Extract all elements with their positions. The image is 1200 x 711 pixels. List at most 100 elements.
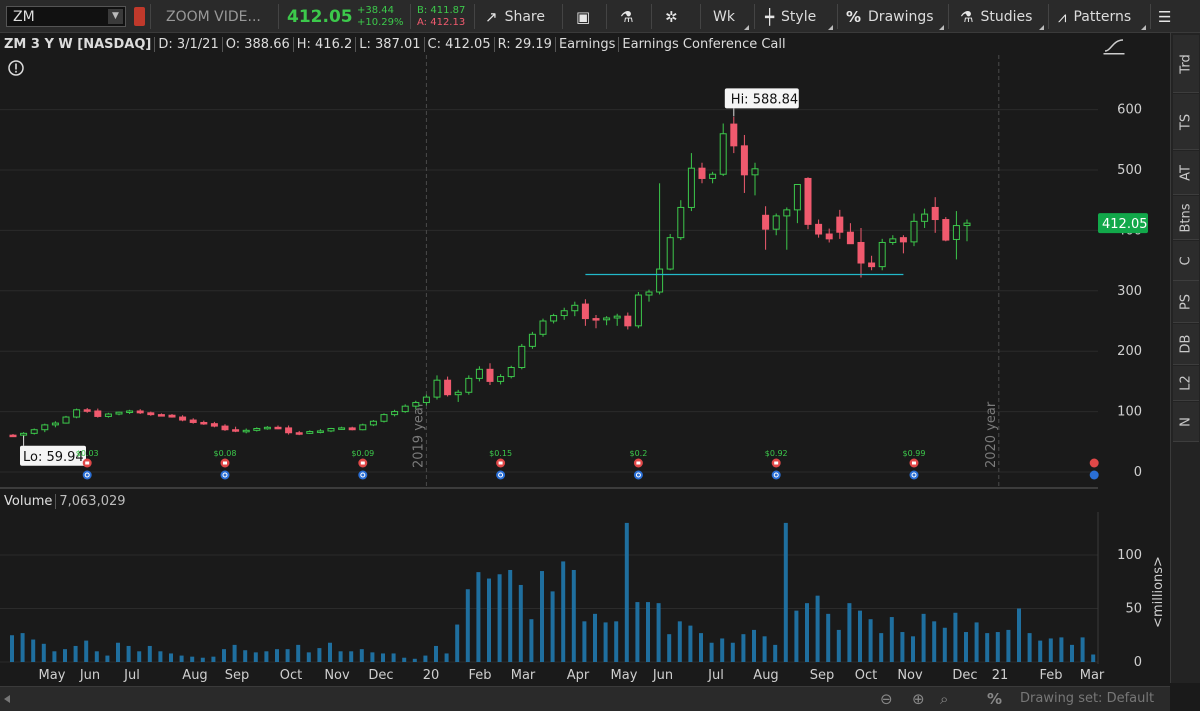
- dividend-icon[interactable]: [496, 470, 506, 480]
- chart-mode-icon[interactable]: [1103, 37, 1125, 57]
- earnings-icon[interactable]: [633, 458, 643, 468]
- candle: [51, 421, 59, 428]
- y-tick-label: 500: [1117, 163, 1142, 178]
- drawing-set-label[interactable]: Drawing set: Default: [1020, 691, 1155, 706]
- volume-bar: [518, 584, 523, 662]
- earnings-icon[interactable]: [220, 458, 230, 468]
- percent-icon[interactable]: %: [987, 690, 1003, 708]
- flask-button[interactable]: ⚗: [620, 0, 640, 33]
- volume-bar: [540, 571, 544, 662]
- side-tab-c[interactable]: C: [1173, 241, 1199, 281]
- alert-icon[interactable]: [8, 60, 24, 76]
- candle: [412, 400, 420, 410]
- pan-icon[interactable]: ⊕: [912, 690, 925, 708]
- earnings-icon[interactable]: [771, 458, 781, 468]
- net-change: +38.44: [357, 4, 395, 16]
- candle: [200, 420, 208, 425]
- volume-bar: [858, 610, 862, 662]
- patterns-button[interactable]: ⩘ Patterns: [1058, 0, 1148, 33]
- settings-button[interactable]: ✲: [665, 0, 685, 33]
- volume-bar: [847, 603, 852, 662]
- candle: [232, 426, 240, 433]
- volume-chart[interactable]: 0 50 100 <millions> May Jun Jul Aug Sep Oct Nov De…: [0, 512, 1170, 684]
- side-tab-trd[interactable]: Trd: [1173, 35, 1199, 93]
- earnings-icon[interactable]: [358, 458, 368, 468]
- dividend-icon[interactable]: [82, 470, 92, 480]
- x-tick-label: Mar: [511, 668, 536, 683]
- volume-label[interactable]: Volume: [4, 493, 57, 509]
- flag-icon[interactable]: [134, 7, 145, 26]
- volume-bar: [455, 624, 460, 662]
- share-button[interactable]: ↗ Share: [485, 0, 545, 33]
- range-value: R: 29.19: [495, 36, 556, 52]
- y-tick-label: 0: [1134, 655, 1142, 670]
- candle: [136, 409, 144, 415]
- volume-bar: [805, 603, 809, 662]
- earnings-label[interactable]: Earnings: [556, 36, 620, 52]
- volume-bar: [1017, 608, 1021, 662]
- volume-bar: [423, 655, 428, 662]
- period-button[interactable]: Wk: [713, 0, 751, 33]
- menu-icon: ☰: [1158, 7, 1172, 26]
- candle: [433, 375, 441, 400]
- dividend-label: $0.92: [765, 449, 788, 458]
- chart-title[interactable]: ZM 3 Y W [NASDAQ]: [4, 36, 156, 52]
- earnings-icon[interactable]: [909, 458, 919, 468]
- side-tab-at[interactable]: AT: [1173, 151, 1199, 195]
- candle: [242, 428, 250, 434]
- side-tab-db[interactable]: DB: [1173, 324, 1199, 365]
- dividend-icon[interactable]: [358, 470, 368, 480]
- volume-bar: [222, 649, 226, 662]
- style-label: Style: [781, 8, 817, 25]
- volume-bar: [190, 656, 195, 662]
- style-button[interactable]: ┿ Style: [765, 0, 835, 33]
- dividend-label: $0.99: [903, 449, 926, 458]
- side-tab-ps[interactable]: PS: [1173, 281, 1199, 323]
- drawings-button[interactable]: % Drawings: [846, 0, 946, 33]
- more-button[interactable]: ☰: [1158, 0, 1178, 33]
- volume-bar: [603, 622, 608, 662]
- volume-bar: [900, 632, 905, 662]
- volume-bar: [275, 649, 279, 662]
- volume-bar: [317, 648, 322, 662]
- side-tab-btns[interactable]: Btns: [1173, 196, 1199, 240]
- volume-bar: [889, 617, 894, 662]
- dividend-icon[interactable]: [771, 470, 781, 480]
- candle: [380, 413, 388, 423]
- volume-bar: [571, 569, 576, 662]
- symbol-input[interactable]: ZM ▼: [6, 6, 126, 27]
- x-tick-label: Aug: [182, 668, 207, 683]
- x-tick-label: Apr: [567, 668, 590, 683]
- volume-bar: [868, 619, 873, 662]
- side-tab-l2[interactable]: L2: [1173, 366, 1199, 401]
- zoom-out-icon[interactable]: ⊖: [880, 690, 893, 708]
- earnings-icon[interactable]: [82, 458, 92, 468]
- side-tab-ts[interactable]: TS: [1173, 94, 1199, 150]
- notes-button[interactable]: ▣: [576, 0, 597, 33]
- volume-bar: [550, 591, 555, 662]
- studies-button[interactable]: ⚗ Studies: [960, 0, 1046, 33]
- dividend-icon[interactable]: [633, 470, 643, 480]
- scroll-left-icon[interactable]: [4, 695, 10, 703]
- dividend-icon[interactable]: [1089, 470, 1099, 480]
- candle: [931, 197, 939, 233]
- earnings-call-label[interactable]: Earnings Conference Call: [622, 36, 786, 52]
- y-tick-label: 200: [1117, 344, 1142, 359]
- chevron-down-icon[interactable]: ▼: [108, 9, 123, 24]
- volume-bar: [487, 578, 491, 662]
- candle: [41, 423, 49, 433]
- earnings-icon[interactable]: [1089, 458, 1099, 468]
- earnings-icon[interactable]: [496, 458, 506, 468]
- last-price: 412.05: [287, 6, 353, 27]
- side-tab-n[interactable]: N: [1173, 402, 1199, 442]
- x-tick-label: Dec: [952, 668, 977, 683]
- zoom-icon[interactable]: ⌕: [940, 690, 949, 708]
- candle: [581, 299, 589, 326]
- candle: [942, 217, 950, 242]
- pane-divider[interactable]: [0, 487, 1098, 489]
- dividend-icon[interactable]: [909, 470, 919, 480]
- x-tick-label: Sep: [225, 668, 250, 683]
- dividend-icon[interactable]: [220, 470, 230, 480]
- candle: [687, 153, 695, 212]
